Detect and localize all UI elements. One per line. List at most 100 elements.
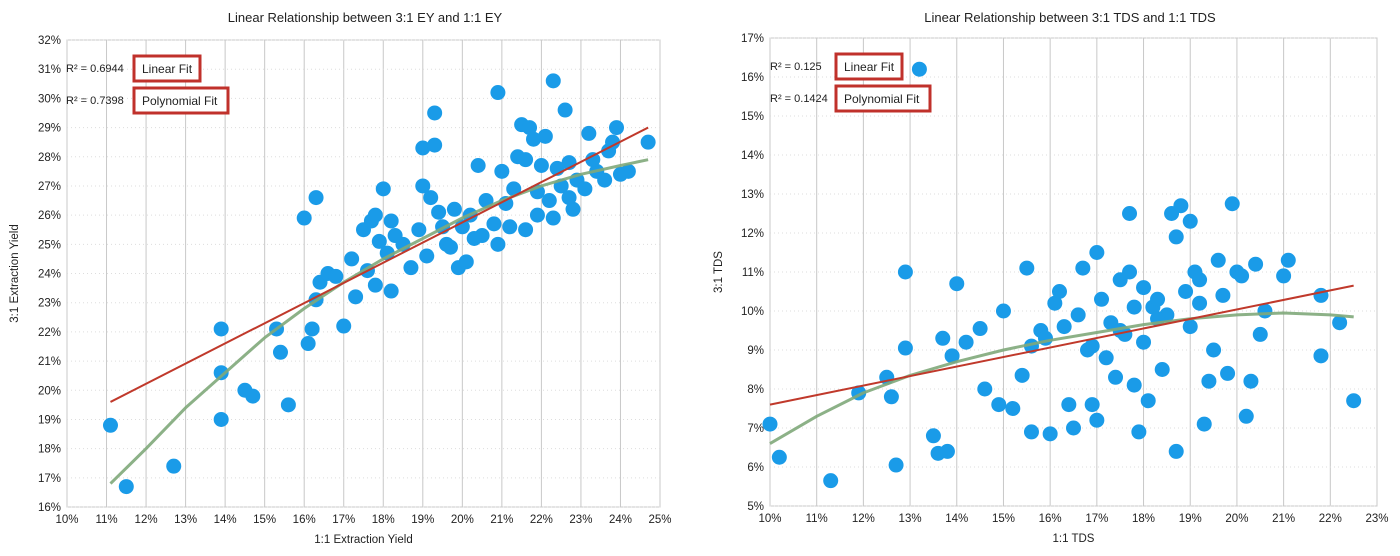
x-tick-label: 19%: [1179, 513, 1202, 525]
data-point: [245, 389, 260, 404]
x-tick-label: 23%: [569, 514, 592, 526]
data-point: [336, 319, 351, 334]
data-point: [1211, 253, 1226, 268]
y-axis-label: 3:1 Extraction Yield: [9, 224, 21, 322]
y-tick-label: 17%: [741, 33, 764, 45]
data-point: [419, 248, 434, 263]
data-point: [889, 458, 904, 473]
data-point: [546, 211, 561, 226]
data-point: [1201, 374, 1216, 389]
data-point: [471, 158, 486, 173]
x-tick-label: 10%: [758, 513, 781, 525]
chart-title: Linear Relationship between 3:1 EY and 1…: [228, 10, 503, 25]
data-point: [823, 473, 838, 488]
data-point: [1192, 272, 1207, 287]
y-tick-label: 11%: [742, 267, 764, 279]
data-point: [368, 208, 383, 223]
x-tick-label: 24%: [609, 514, 632, 526]
tds-scatter-chart: Linear Relationship between 3:1 TDS and …: [700, 0, 1400, 556]
data-point: [959, 335, 974, 350]
data-point: [467, 231, 482, 246]
x-tick-label: 18%: [1132, 513, 1155, 525]
data-point: [305, 321, 320, 336]
y-tick-label: 8%: [747, 384, 764, 396]
data-point: [949, 276, 964, 291]
data-point: [763, 417, 778, 432]
data-point: [1043, 426, 1058, 441]
data-point: [328, 269, 343, 284]
data-point: [1131, 424, 1146, 439]
y-tick-label: 16%: [38, 502, 61, 514]
fit-label: Polynomial Fit: [142, 94, 218, 108]
data-point: [1276, 268, 1291, 283]
fit-label: Linear Fit: [142, 62, 193, 76]
x-tick-label: 22%: [1319, 513, 1342, 525]
y-tick-label: 19%: [38, 414, 61, 426]
y-tick-label: 17%: [38, 473, 61, 485]
data-point: [973, 321, 988, 336]
y-tick-label: 9%: [747, 345, 764, 357]
y-tick-label: 14%: [741, 150, 764, 162]
x-tick-label: 13%: [174, 514, 197, 526]
data-point: [1005, 401, 1020, 416]
data-point: [1136, 335, 1151, 350]
x-tick-label: 12%: [135, 514, 158, 526]
data-point: [1066, 421, 1081, 436]
data-point: [581, 126, 596, 141]
y-tick-label: 22%: [38, 327, 61, 339]
data-point: [1234, 268, 1249, 283]
x-tick-label: 15%: [992, 513, 1015, 525]
x-tick-label: 17%: [332, 514, 355, 526]
data-point: [1169, 229, 1184, 244]
data-point: [309, 190, 324, 205]
r-squared-label: R² = 0.7398: [66, 95, 124, 107]
data-point: [1197, 417, 1212, 432]
data-point: [1089, 413, 1104, 428]
data-point: [119, 479, 134, 494]
x-tick-label: 25%: [648, 514, 671, 526]
data-point: [388, 228, 403, 243]
y-tick-label: 29%: [38, 123, 61, 135]
data-point: [1173, 198, 1188, 213]
data-point: [502, 219, 517, 234]
data-point: [273, 345, 288, 360]
data-point: [1220, 366, 1235, 381]
fit-label: Linear Fit: [844, 60, 895, 74]
data-point: [577, 181, 592, 196]
data-point: [1183, 214, 1198, 229]
x-tick-label: 16%: [1039, 513, 1062, 525]
data-point: [1108, 370, 1123, 385]
y-tick-label: 31%: [38, 64, 61, 76]
data-point: [348, 289, 363, 304]
data-point: [301, 336, 316, 351]
x-tick-label: 20%: [451, 514, 474, 526]
y-tick-label: 10%: [741, 306, 764, 318]
data-point: [103, 418, 118, 433]
data-point: [518, 222, 533, 237]
data-point: [1071, 307, 1086, 322]
y-tick-label: 15%: [741, 111, 764, 123]
data-point: [368, 278, 383, 293]
data-point: [926, 428, 941, 443]
data-point: [534, 158, 549, 173]
data-point: [898, 341, 913, 356]
x-tick-label: 14%: [214, 514, 237, 526]
data-point: [166, 459, 181, 474]
x-tick-label: 15%: [253, 514, 276, 526]
y-tick-label: 7%: [747, 423, 764, 435]
data-point: [376, 181, 391, 196]
x-tick-label: 11%: [95, 514, 117, 526]
x-tick-label: 19%: [411, 514, 434, 526]
data-point: [912, 62, 927, 77]
data-point: [490, 237, 505, 252]
data-point: [1024, 424, 1039, 439]
data-point: [641, 135, 656, 150]
data-point: [447, 202, 462, 217]
data-point: [384, 284, 399, 299]
chart-title: Linear Relationship between 3:1 TDS and …: [924, 10, 1216, 25]
data-point: [1215, 288, 1230, 303]
data-point: [344, 251, 359, 266]
data-point: [1122, 206, 1137, 221]
data-point: [1136, 280, 1151, 295]
y-tick-label: 21%: [38, 356, 61, 368]
